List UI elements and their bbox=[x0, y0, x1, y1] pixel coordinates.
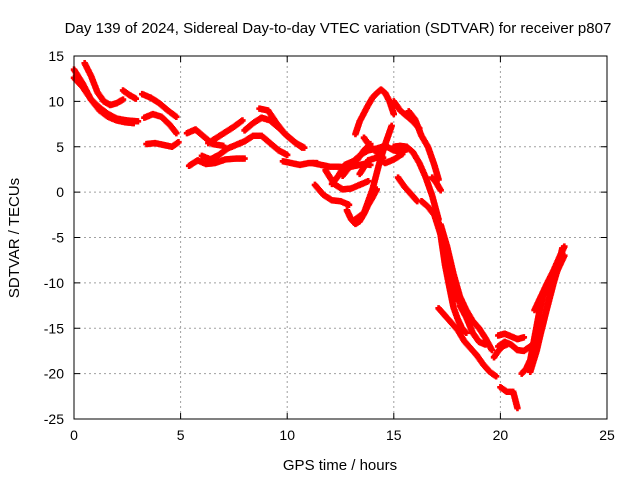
series-sat-track-36 bbox=[495, 330, 528, 343]
data-point bbox=[220, 142, 227, 150]
series-sat-track-5 bbox=[139, 90, 180, 121]
series-sat-track-21 bbox=[352, 122, 395, 223]
grid-lines bbox=[74, 56, 607, 419]
series-sat-track-3 bbox=[81, 60, 127, 109]
axis-ticks: 0 5 10 15 20 25 15 10 5 0 -5 -10 -15 -20 -25 bbox=[44, 48, 615, 443]
data-point bbox=[134, 118, 142, 125]
data-point bbox=[390, 110, 397, 118]
data-point bbox=[388, 122, 395, 130]
y-tick-label: -15 bbox=[44, 320, 64, 336]
data-point bbox=[514, 404, 521, 412]
data-point bbox=[437, 187, 444, 194]
x-tick-label: 0 bbox=[70, 427, 78, 443]
series-sat-track-37 bbox=[490, 341, 510, 361]
y-tick-label: -10 bbox=[44, 275, 64, 291]
y-tick-label: -25 bbox=[44, 411, 64, 427]
series-sat-track-22 bbox=[356, 150, 406, 178]
data-point bbox=[561, 243, 568, 250]
series-sat-track-2 bbox=[70, 74, 142, 125]
series-sat-track-7 bbox=[143, 139, 182, 150]
y-axis-label: SDTVAR / TECUs bbox=[6, 178, 23, 298]
x-tick-label: 15 bbox=[386, 427, 402, 443]
data-point bbox=[399, 150, 406, 158]
series-sat-track-34 bbox=[456, 302, 489, 348]
series-sat-track-28 bbox=[405, 108, 442, 183]
series-sat-track-11 bbox=[205, 117, 246, 147]
series-sat-track-13 bbox=[256, 105, 306, 151]
data-point bbox=[488, 346, 496, 354]
series-sat-track-23 bbox=[360, 134, 387, 161]
x-axis-label: GPS time / hours bbox=[283, 457, 397, 474]
series-sat-track-27 bbox=[394, 174, 421, 205]
data-point bbox=[284, 151, 291, 159]
series-sat-track-24 bbox=[352, 86, 397, 138]
series-sat-track-41 bbox=[531, 243, 568, 314]
x-tick-label: 5 bbox=[177, 427, 185, 443]
series-sat-track-29 bbox=[428, 174, 444, 194]
series-sat-track-16 bbox=[311, 181, 353, 209]
data-point bbox=[119, 96, 127, 103]
series-sat-track-33 bbox=[435, 305, 500, 380]
data-point bbox=[463, 329, 470, 336]
data-point bbox=[241, 155, 248, 162]
x-tick-label: 25 bbox=[599, 427, 615, 443]
data-point bbox=[520, 334, 528, 341]
data-point bbox=[239, 117, 246, 124]
data-point bbox=[503, 341, 510, 348]
data-points bbox=[70, 60, 568, 412]
series-sat-track-38 bbox=[497, 384, 521, 412]
data-point bbox=[132, 95, 140, 102]
y-tick-label: -20 bbox=[44, 366, 64, 382]
series-sat-track-42 bbox=[535, 284, 555, 341]
data-point bbox=[365, 178, 372, 185]
x-tick-label: 10 bbox=[279, 427, 295, 443]
data-point bbox=[492, 373, 500, 380]
data-point bbox=[175, 139, 182, 146]
series-sat-track-6 bbox=[141, 110, 180, 137]
chart-title: Day 139 of 2024, Sidereal Day-to-day VTE… bbox=[65, 20, 612, 37]
data-point bbox=[379, 154, 387, 161]
series-sat-track-10 bbox=[198, 132, 291, 163]
y-tick-label: 10 bbox=[48, 93, 64, 109]
series-sat-track-4 bbox=[119, 87, 140, 102]
y-tick-label: 0 bbox=[56, 184, 64, 200]
x-tick-label: 20 bbox=[493, 427, 509, 443]
y-tick-label: -5 bbox=[52, 230, 65, 246]
y-tick-label: 15 bbox=[48, 48, 64, 64]
data-point bbox=[298, 144, 306, 151]
y-tick-label: 5 bbox=[56, 139, 64, 155]
data-point bbox=[345, 201, 353, 209]
data-point bbox=[482, 341, 489, 348]
data-point bbox=[173, 129, 180, 137]
data-point bbox=[173, 113, 180, 121]
data-point bbox=[548, 284, 555, 291]
series-sat-track-9 bbox=[185, 155, 248, 170]
